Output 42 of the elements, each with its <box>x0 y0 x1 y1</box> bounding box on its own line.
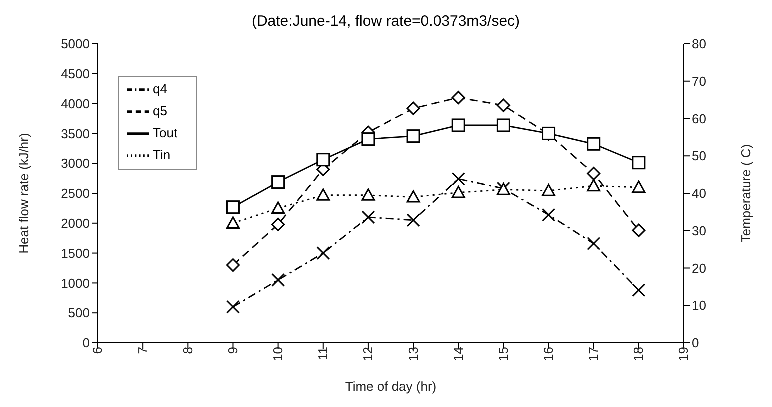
x-tick-label: 17 <box>586 347 602 362</box>
legend-label: Tout <box>153 125 178 140</box>
y-tick-label: 1000 <box>61 276 90 291</box>
y2-tick-label: 70 <box>692 74 706 89</box>
y-tick-label: 500 <box>68 306 90 321</box>
x-tick-label: 19 <box>676 347 692 362</box>
x-tick-label: 14 <box>450 347 466 362</box>
x-tick-label: 15 <box>496 347 511 362</box>
x-tick-label: 8 <box>180 347 196 354</box>
y2-tick-label: 80 <box>692 36 706 52</box>
x-tick-label: 13 <box>406 347 421 362</box>
x-tick-label: 9 <box>225 347 240 354</box>
x-tick-label: 10 <box>270 347 286 362</box>
legend-label: q4 <box>153 81 168 96</box>
y-tick-label: 3500 <box>61 126 90 142</box>
y-tick-label: 1500 <box>61 246 90 261</box>
x-axis-title: Time of day (hr) <box>345 379 437 394</box>
y2-tick-label: 60 <box>692 111 706 126</box>
y-tick-label: 4000 <box>61 96 90 112</box>
x-tick-label: 16 <box>541 347 556 362</box>
y2-tick-label: 30 <box>692 223 706 238</box>
y2-tick-label: 20 <box>692 260 706 276</box>
y2-tick-label: 10 <box>692 298 706 314</box>
y-tick-label: 5000 <box>61 36 90 52</box>
y-axis-title: Heat flow rate (kJ/hr) <box>16 133 32 254</box>
x-tick-label: 12 <box>360 347 376 362</box>
legend-label: Tin <box>153 147 171 162</box>
y-tick-label: 0 <box>82 336 90 351</box>
y2-axis-title: Temperature ( C) <box>738 144 754 243</box>
x-tick-label: 7 <box>135 347 150 354</box>
y-tick-label: 2000 <box>61 216 90 232</box>
y2-tick-label: 50 <box>692 148 706 164</box>
y-tick-label: 2500 <box>61 186 90 202</box>
x-tick-label: 18 <box>631 347 646 362</box>
y2-tick-label: 0 <box>692 336 700 351</box>
y-tick-label: 4500 <box>61 66 90 82</box>
x-tick-label: 11 <box>316 347 331 360</box>
y2-tick-label: 40 <box>692 186 706 202</box>
chart-title: (Date:June-14, flow rate=0.0373m3/sec) <box>250 12 522 32</box>
x-tick-label: 6 <box>90 347 106 354</box>
legend-label: q5 <box>153 103 168 118</box>
y-tick-label: 3000 <box>61 156 90 172</box>
